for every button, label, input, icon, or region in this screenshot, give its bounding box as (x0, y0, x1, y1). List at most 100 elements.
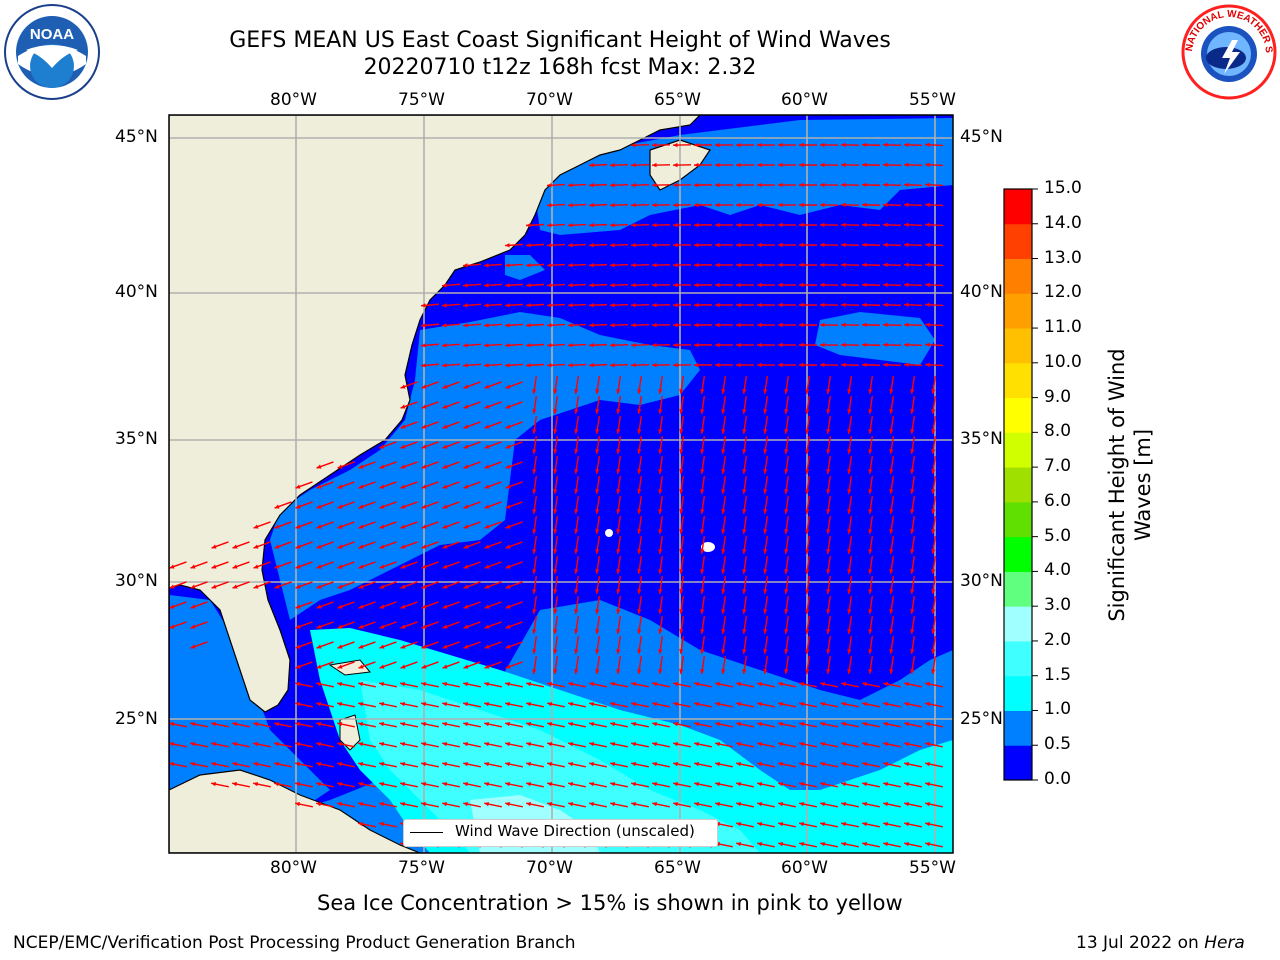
wind-arrow (651, 222, 671, 228)
colorbar-tick-label: 11.0 (1044, 317, 1082, 338)
wind-arrow (232, 741, 250, 748)
wind-arrow (595, 555, 601, 575)
wind-arrow (637, 495, 643, 515)
wind-arrow (421, 701, 439, 708)
wind-arrow (616, 435, 622, 455)
colorbar-tick-label: 12.0 (1044, 282, 1082, 303)
wind-arrow (868, 555, 874, 575)
wind-arrow (637, 375, 643, 395)
wind-arrow (820, 701, 838, 708)
wind-arrow (778, 701, 796, 708)
wind-arrow (742, 435, 748, 455)
wind-arrow (484, 421, 502, 429)
wind-arrow (805, 455, 811, 475)
wind-arrow (504, 283, 524, 288)
wind-arrow (595, 415, 601, 435)
wind-arrows (169, 142, 944, 848)
wind-arrow (883, 741, 901, 748)
wind-arrow (700, 415, 706, 435)
wind-arrow (904, 801, 922, 808)
wind-arrow (253, 541, 271, 549)
wind-arrow (637, 535, 643, 555)
wind-arrow (358, 681, 376, 688)
wind-arrow (588, 263, 608, 268)
wind-arrow (889, 435, 895, 455)
wind-arrow (889, 535, 895, 555)
wind-arrow (337, 781, 355, 788)
wind-arrow (574, 575, 580, 595)
colorbar-title-line1: Significant Height of Wind (1105, 348, 1129, 622)
wind-arrow (861, 202, 881, 208)
wind-arrow (931, 615, 937, 635)
wind-arrow (756, 142, 776, 148)
wind-arrow (546, 343, 566, 348)
colorbar-tick-label: 15.0 (1044, 178, 1082, 198)
wind-arrow (910, 615, 916, 635)
colorbar-segment (1004, 362, 1032, 399)
wind-arrow (910, 415, 916, 435)
wind-arrow (679, 615, 685, 635)
wind-arrow (588, 223, 608, 228)
wind-arrow (756, 182, 776, 188)
wind-arrow (693, 162, 713, 168)
colorbar-segment (1004, 432, 1032, 468)
wind-arrow (777, 282, 797, 288)
wind-arrow (763, 375, 769, 395)
wind-arrow (658, 415, 664, 435)
wind-arrow (763, 595, 769, 615)
wind-arrow (589, 761, 607, 768)
wind-arrow (841, 821, 859, 828)
wind-arrow (358, 461, 376, 469)
wind-arrow (847, 475, 853, 495)
wind-arrow (337, 521, 355, 529)
wind-arrow (295, 661, 313, 669)
wind-arrow (532, 575, 538, 595)
lat-label-right-40n: 40°N (960, 282, 1003, 302)
wind-arrow (799, 681, 817, 688)
legend-line-sample (410, 832, 443, 833)
wind-arrow (714, 262, 734, 268)
wind-arrow (910, 395, 916, 415)
wind-arrow (547, 761, 565, 768)
wind-arrow (400, 621, 418, 629)
wind-arrow (679, 495, 685, 515)
wind-arrow (700, 535, 706, 555)
wind-arrow (799, 781, 817, 788)
wind-arrow (862, 781, 880, 788)
wind-arrow (609, 362, 629, 368)
colorbar-segment (1004, 710, 1032, 746)
wind-arrow (924, 242, 944, 247)
wind-arrow (484, 381, 502, 389)
wind-arrow (784, 435, 790, 455)
lon-label-top-60w: 60°W (781, 90, 828, 110)
wind-arrow (700, 655, 706, 675)
sea-ice-note: Sea Ice Concentration > 15% is shown in … (317, 891, 903, 915)
wind-arrow (910, 575, 916, 595)
wind-arrow (715, 681, 733, 688)
wind-arrow (652, 721, 670, 728)
wind-arrow (400, 661, 418, 669)
wind-arrow (616, 475, 622, 495)
colorbar-tick-label: 3.0 (1044, 595, 1072, 616)
colorbar-tick-label: 2.0 (1044, 629, 1072, 650)
wind-arrow (778, 681, 796, 688)
wind-arrow (931, 635, 937, 655)
wind-arrow (316, 541, 334, 549)
wind-arrow (742, 575, 748, 595)
wind-arrow (441, 323, 461, 328)
wind-arrow (735, 342, 755, 348)
wind-arrow (784, 635, 790, 655)
wind-arrow (574, 455, 580, 475)
wind-arrow (693, 182, 713, 188)
wind-arrow (714, 242, 734, 248)
wind-arrow (861, 362, 881, 368)
wind-arrow (253, 521, 271, 529)
wind-arrow (778, 781, 796, 788)
wind-arrow (868, 415, 874, 435)
wind-arrow (574, 475, 580, 495)
wind-arrow (295, 601, 313, 609)
lon-label-bottom-65w: 65°W (654, 858, 701, 878)
wind-arrow (505, 541, 523, 549)
wind-arrow (925, 841, 943, 848)
wind-arrow (421, 681, 439, 688)
